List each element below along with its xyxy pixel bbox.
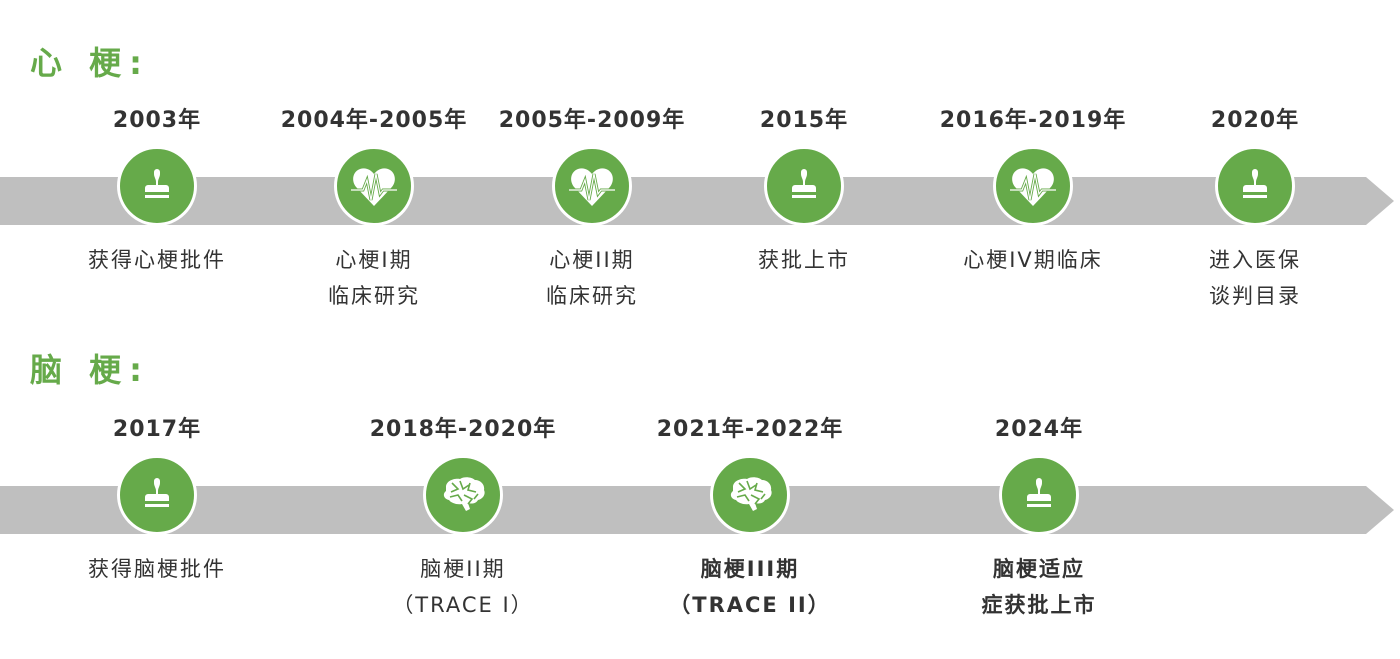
milestone-label: 进入医保 谈判目录 — [1209, 242, 1301, 314]
milestone-year: 2005年-2009年 — [498, 108, 686, 133]
heart-pulse-icon — [567, 164, 617, 208]
milestone-label: 脑梗II期 （TRACE I） — [392, 551, 533, 623]
milestone-label-line: 进入医保 — [1209, 248, 1301, 272]
milestone-year: 2004年-2005年 — [280, 108, 468, 133]
milestone-label-line: 心梗II期 — [549, 248, 635, 272]
milestone-year: 2016年-2019年 — [939, 108, 1127, 133]
milestone-marker — [993, 146, 1073, 226]
milestone-label: 获批上市 — [758, 242, 850, 278]
milestone-label-line: 脑梗III期 — [700, 557, 800, 581]
timeline-arrow-head — [1366, 177, 1394, 225]
milestone-label-line: 临床研究 — [328, 284, 420, 308]
milestone-marker — [334, 146, 414, 226]
milestone-label: 获得心梗批件 — [88, 242, 226, 278]
milestone-label: 获得脑梗批件 — [88, 551, 226, 587]
milestone-marker — [423, 455, 503, 535]
milestone-marker — [764, 146, 844, 226]
stamp-icon — [139, 168, 175, 204]
milestone-label: 心梗IV期临床 — [963, 242, 1103, 278]
stamp-icon — [1021, 477, 1057, 513]
stamp-icon — [786, 168, 822, 204]
milestone-label-line: （TRACE II） — [669, 593, 831, 617]
milestone-label-line: 症获批上市 — [981, 593, 1097, 617]
milestone-year: 2021年-2022年 — [656, 417, 844, 442]
milestone-marker — [1215, 146, 1295, 226]
milestone-year: 2015年 — [759, 108, 849, 133]
timeline-bar — [0, 177, 1366, 225]
milestone-year: 2017年 — [112, 417, 202, 442]
milestone-year: 2024年 — [994, 417, 1084, 442]
milestone-label-line: 获得脑梗批件 — [88, 557, 226, 581]
milestone-label-line: 谈判目录 — [1209, 284, 1301, 308]
timeline-arrow-head — [1366, 486, 1394, 534]
stamp-icon — [1237, 168, 1273, 204]
milestone-year: 2018年-2020年 — [369, 417, 557, 442]
section-title: 脑 梗: — [30, 351, 150, 389]
milestone-label-line: 心梗IV期临床 — [963, 248, 1103, 272]
milestone-marker — [552, 146, 632, 226]
heart-pulse-icon — [349, 164, 399, 208]
milestone-marker — [710, 455, 790, 535]
milestone-label: 脑梗适应 症获批上市 — [982, 551, 1097, 623]
milestone-label: 脑梗III期 （TRACE II） — [669, 551, 830, 623]
milestone-marker — [999, 455, 1079, 535]
brain-icon — [440, 475, 486, 515]
milestone-label-line: 获得心梗批件 — [88, 248, 226, 272]
milestone-label-line: 临床研究 — [546, 284, 638, 308]
milestone-label-line: 脑梗适应 — [993, 557, 1085, 581]
brain-icon — [727, 475, 773, 515]
milestone-label-line: （TRACE I） — [392, 593, 534, 617]
timeline-bar — [0, 486, 1366, 534]
milestone-marker — [117, 455, 197, 535]
milestone-label: 心梗II期临床研究 — [546, 242, 638, 314]
milestone-label-line: 获批上市 — [758, 248, 850, 272]
heart-pulse-icon — [1008, 164, 1058, 208]
milestone-marker — [117, 146, 197, 226]
milestone-year: 2020年 — [1210, 108, 1300, 133]
milestone-label-line: 脑梗II期 — [420, 557, 506, 581]
milestone-label-line: 心梗I期 — [335, 248, 413, 272]
milestone-year: 2003年 — [112, 108, 202, 133]
stamp-icon — [139, 477, 175, 513]
section-title: 心 梗: — [30, 44, 150, 82]
milestone-label: 心梗I期临床研究 — [328, 242, 420, 314]
